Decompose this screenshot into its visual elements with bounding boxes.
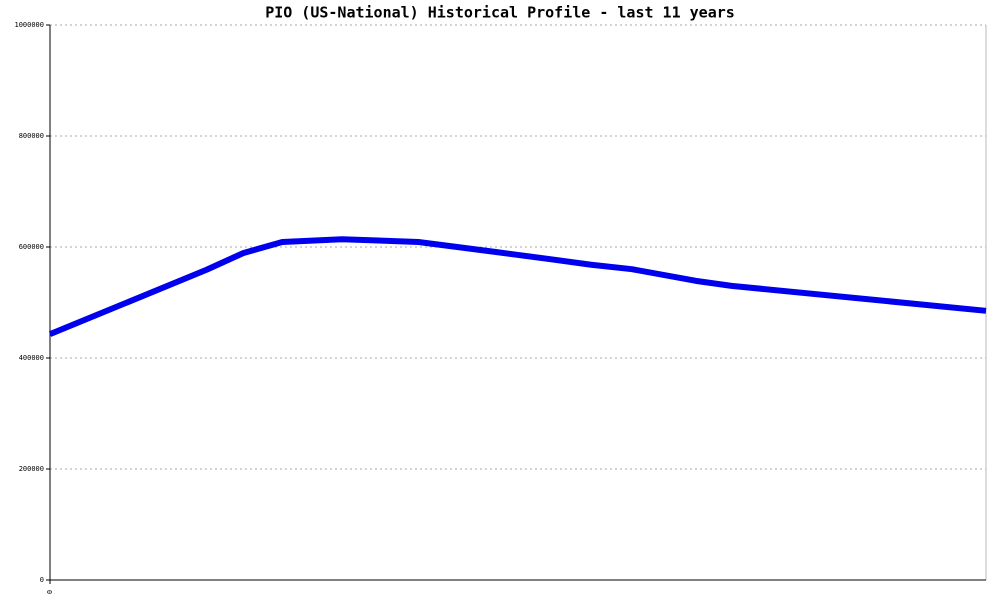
y-tick-label: 1000000 xyxy=(14,21,44,29)
x-tick-label: 0 xyxy=(46,590,54,594)
chart-title: PIO (US-National) Historical Profile - l… xyxy=(265,4,735,22)
y-tick-label: 800000 xyxy=(19,132,44,140)
y-tick-label: 0 xyxy=(40,576,44,584)
y-tick-label: 200000 xyxy=(19,465,44,473)
y-tick-label: 400000 xyxy=(19,354,44,362)
y-tick-label: 600000 xyxy=(19,243,44,251)
data-line xyxy=(48,236,987,337)
